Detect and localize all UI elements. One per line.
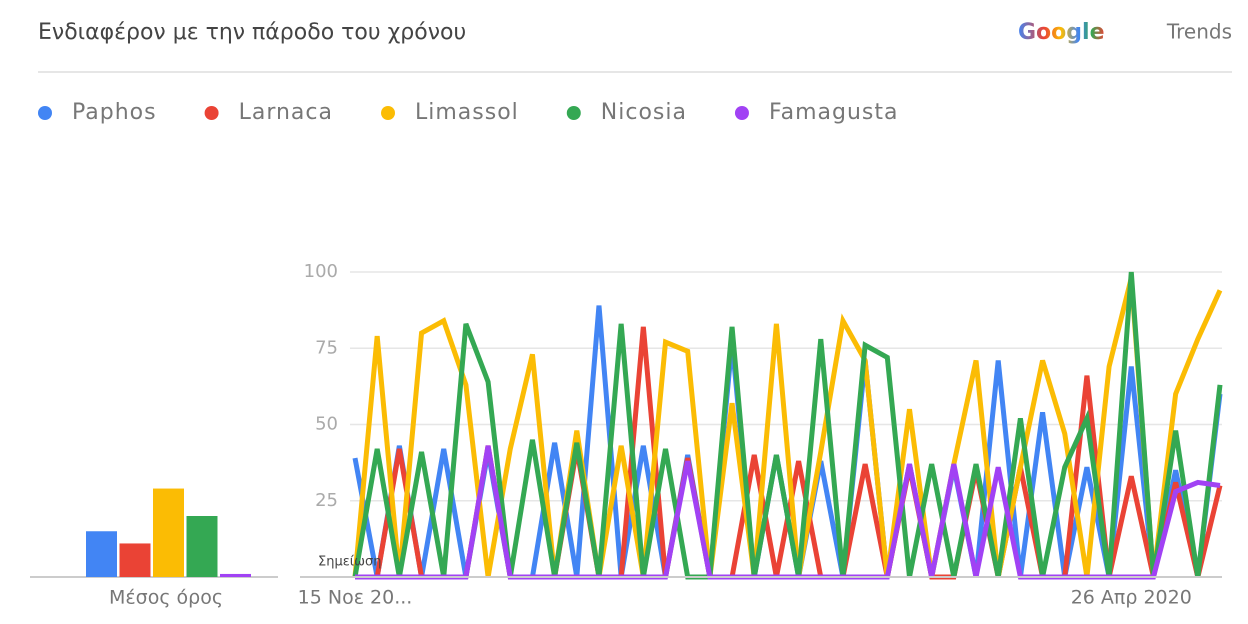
legend-label: Larnaca	[239, 100, 333, 125]
x-tick-label: 26 Απρ 2020	[1071, 587, 1192, 609]
annotation: Σημείωση	[318, 555, 382, 570]
y-tick-label: 25	[315, 490, 338, 511]
legend-swatch	[566, 106, 581, 120]
widget-title: Ενδιαφέρον με την πάροδο του χρόνου	[38, 20, 466, 45]
brand-google: Google	[1018, 20, 1105, 45]
brand-trends: Trends	[1166, 20, 1232, 44]
legend-swatch	[38, 106, 52, 120]
legend-label: Famagusta	[769, 100, 899, 125]
avg-label: Μέσος όρος	[109, 587, 223, 609]
legend-swatch	[734, 106, 749, 120]
legend-label: Nicosia	[601, 100, 687, 125]
y-tick-label: 75	[315, 337, 338, 358]
avg-bar	[153, 488, 184, 577]
avg-bar	[220, 573, 251, 577]
y-tick-label: 50	[315, 414, 338, 435]
trend-line	[352, 271, 1223, 580]
legend-label: Limassol	[415, 100, 519, 125]
legend-label: Paphos	[72, 100, 157, 125]
avg-bar	[186, 516, 218, 577]
y-tick-label: 100	[304, 261, 338, 282]
x-tick-label: 15 Νοε 20...	[298, 587, 413, 609]
avg-bar	[119, 543, 151, 577]
legend-swatch	[204, 106, 219, 120]
legend-swatch	[381, 106, 395, 120]
avg-bar	[86, 531, 117, 577]
